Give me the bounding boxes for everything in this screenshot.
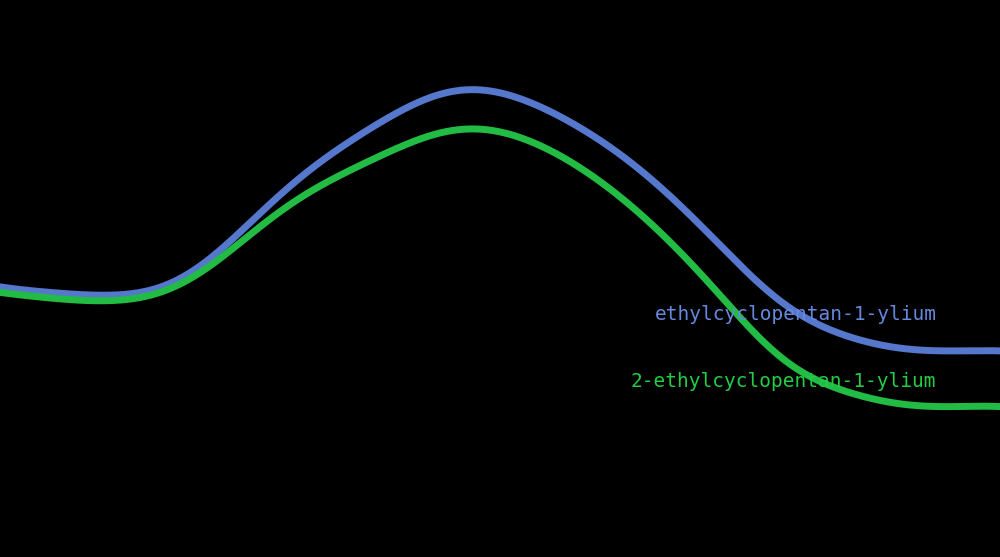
Text: ethylcyclopentan-1-ylium: ethylcyclopentan-1-ylium xyxy=(655,305,937,324)
Text: 2-ethylcyclopentan-1-ylium: 2-ethylcyclopentan-1-ylium xyxy=(630,372,936,391)
